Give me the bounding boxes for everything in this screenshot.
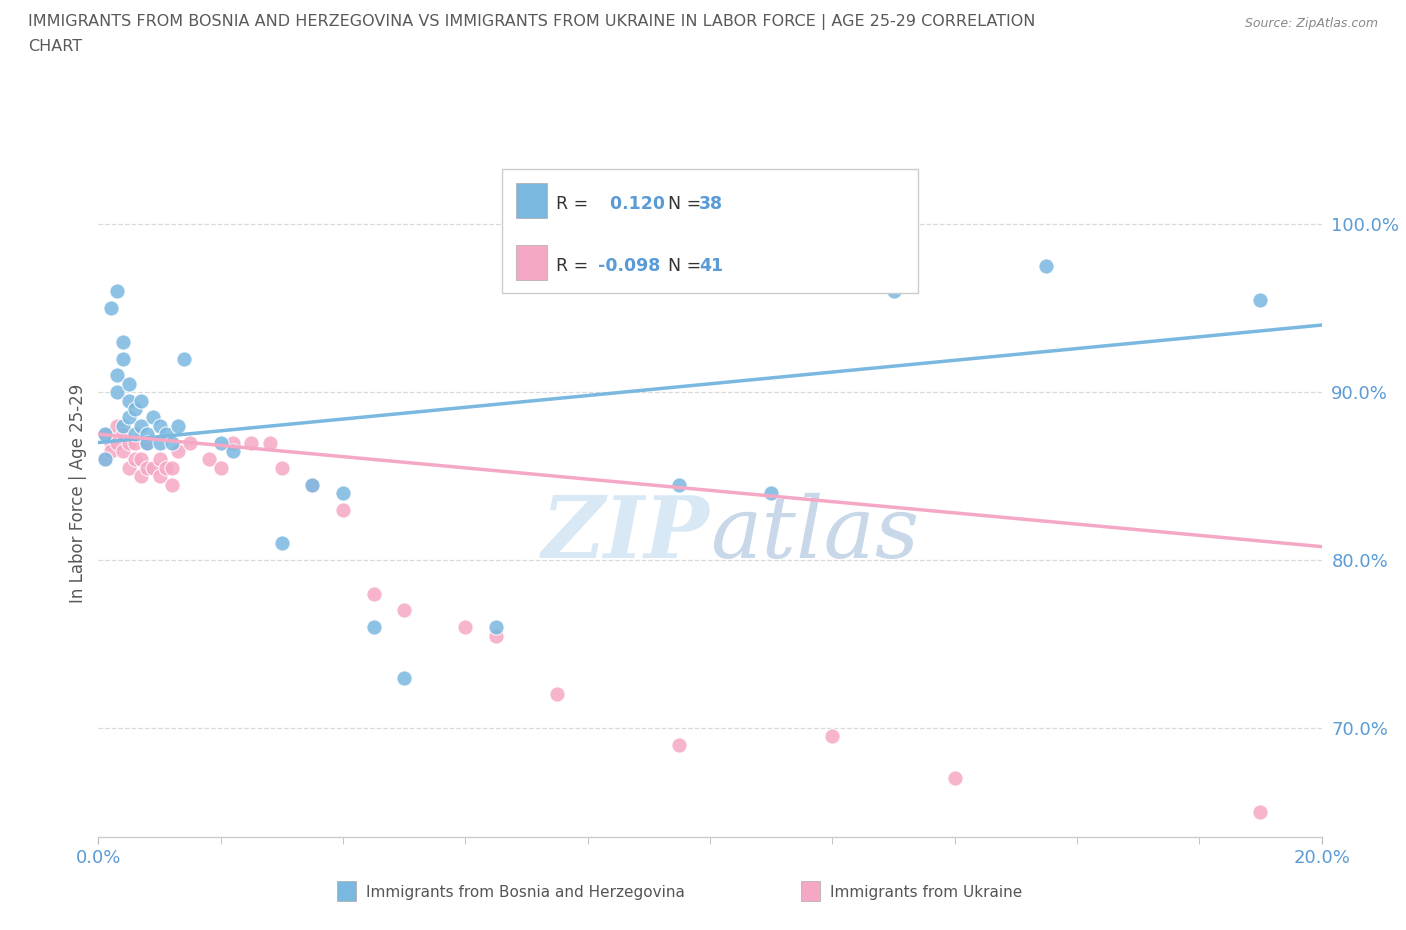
Point	[118, 435, 141, 450]
Point	[485, 628, 508, 643]
Point	[129, 469, 152, 484]
Point	[883, 284, 905, 299]
Text: ZIP: ZIP	[543, 493, 710, 576]
Point	[332, 485, 354, 500]
Point	[668, 477, 690, 492]
Point	[93, 427, 115, 442]
Point	[129, 452, 152, 467]
Point	[100, 435, 122, 450]
Text: Source: ZipAtlas.com: Source: ZipAtlas.com	[1244, 17, 1378, 30]
Text: N =: N =	[657, 195, 706, 213]
Point	[124, 452, 146, 467]
Point	[943, 771, 966, 786]
Point	[124, 402, 146, 417]
Text: CHART: CHART	[28, 39, 82, 54]
Point	[392, 603, 416, 618]
Point	[149, 418, 172, 433]
Point	[546, 687, 568, 702]
Point	[124, 435, 146, 450]
Point	[105, 284, 128, 299]
Point	[197, 452, 219, 467]
Point	[111, 427, 134, 442]
Point	[1249, 804, 1271, 819]
Point	[821, 729, 844, 744]
Point	[149, 435, 172, 450]
Text: -0.098: -0.098	[598, 257, 659, 275]
Point	[93, 427, 115, 442]
Point	[179, 435, 201, 450]
Point	[160, 477, 183, 492]
Point	[363, 586, 385, 601]
Point	[111, 444, 134, 458]
Point	[142, 460, 165, 475]
Point	[155, 427, 177, 442]
Point	[93, 452, 115, 467]
Point	[93, 452, 115, 467]
Text: 0.120: 0.120	[598, 195, 665, 213]
Text: R =: R =	[555, 195, 588, 213]
Y-axis label: In Labor Force | Age 25-29: In Labor Force | Age 25-29	[69, 383, 87, 603]
Point	[259, 435, 281, 450]
Point	[105, 435, 128, 450]
Point	[160, 460, 183, 475]
Point	[240, 435, 263, 450]
Point	[363, 619, 385, 634]
Point	[111, 352, 134, 366]
Text: 38: 38	[699, 195, 723, 213]
Text: Immigrants from Bosnia and Herzegovina: Immigrants from Bosnia and Herzegovina	[366, 885, 685, 900]
Point	[105, 385, 128, 400]
Point	[668, 737, 690, 752]
Text: IMMIGRANTS FROM BOSNIA AND HERZEGOVINA VS IMMIGRANTS FROM UKRAINE IN LABOR FORCE: IMMIGRANTS FROM BOSNIA AND HERZEGOVINA V…	[28, 14, 1035, 30]
Point	[454, 619, 477, 634]
Point	[136, 435, 159, 450]
Point	[173, 352, 195, 366]
Point	[149, 452, 172, 467]
Point	[136, 460, 159, 475]
Point	[118, 393, 141, 408]
Point	[209, 460, 232, 475]
Point	[301, 477, 323, 492]
Point	[118, 377, 141, 392]
Point	[209, 435, 232, 450]
Point	[136, 427, 159, 442]
Point	[100, 444, 122, 458]
Point	[129, 393, 152, 408]
Text: R =: R =	[555, 257, 588, 275]
Text: Immigrants from Ukraine: Immigrants from Ukraine	[830, 885, 1022, 900]
Point	[118, 410, 141, 425]
Point	[160, 435, 183, 450]
Point	[111, 335, 134, 350]
Point	[392, 671, 416, 685]
Point	[124, 427, 146, 442]
Point	[167, 418, 190, 433]
Point	[167, 444, 190, 458]
Text: N =: N =	[657, 257, 706, 275]
Point	[485, 619, 508, 634]
Point	[1249, 292, 1271, 307]
Point	[100, 300, 122, 315]
Point	[270, 536, 292, 551]
Point	[105, 418, 128, 433]
Point	[759, 485, 782, 500]
Text: 41: 41	[699, 257, 723, 275]
Point	[149, 469, 172, 484]
Point	[222, 444, 245, 458]
Point	[118, 460, 141, 475]
Point	[142, 410, 165, 425]
Point	[111, 418, 134, 433]
Point	[1035, 259, 1057, 273]
Point	[332, 502, 354, 517]
Text: atlas: atlas	[710, 493, 920, 576]
Point	[270, 460, 292, 475]
Point	[155, 460, 177, 475]
Point	[222, 435, 245, 450]
Point	[136, 435, 159, 450]
Point	[301, 477, 323, 492]
Point	[105, 368, 128, 383]
Point	[129, 418, 152, 433]
